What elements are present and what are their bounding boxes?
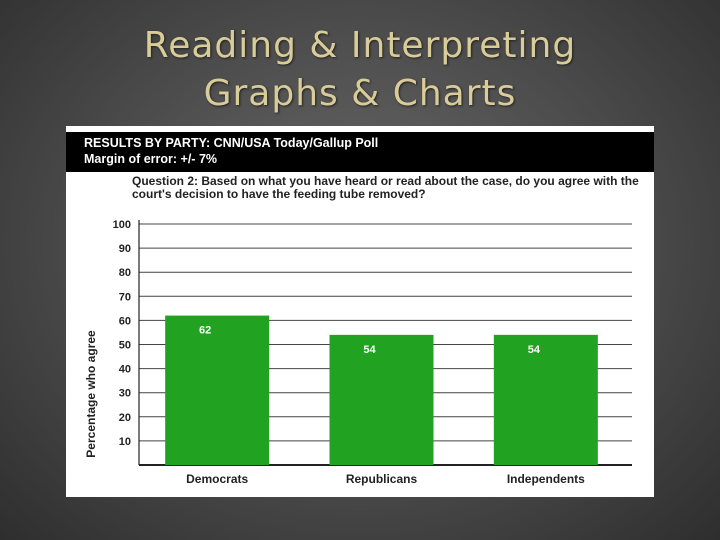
y-tick-label: 20 xyxy=(119,412,131,424)
y-tick-label: 40 xyxy=(119,364,131,376)
chart-header: RESULTS BY PARTY: CNN/USA Today/Gallup P… xyxy=(66,132,654,172)
x-category-label: Democrats xyxy=(186,472,248,486)
y-tick-label: 80 xyxy=(119,267,131,279)
bar xyxy=(493,334,598,465)
y-tick-label: 50 xyxy=(119,340,131,352)
y-tick-label: 100 xyxy=(113,219,131,231)
bar-data-label: 54 xyxy=(528,344,541,356)
bar xyxy=(165,315,270,465)
x-category-label: Independents xyxy=(507,472,585,486)
slide-title-line-2: Graphs & Charts xyxy=(203,73,517,114)
question-text: Question 2: Based on what you have heard… xyxy=(132,174,639,201)
chart-subtitle: Margin of error: +/- 7% xyxy=(84,152,218,166)
bar xyxy=(329,334,434,465)
slide-title-line-1: Reading & Interpreting xyxy=(143,25,577,66)
bar-data-label: 62 xyxy=(199,325,211,337)
y-tick-label: 10 xyxy=(119,436,131,448)
y-tick-label: 70 xyxy=(119,291,131,303)
x-category-label: Republicans xyxy=(346,472,418,486)
y-tick-label: 60 xyxy=(119,315,131,327)
chart-card: RESULTS BY PARTY: CNN/USA Today/Gallup P… xyxy=(66,126,654,497)
slide-title: Reading & Interpreting Graphs & Charts xyxy=(0,22,720,118)
y-tick-label: 30 xyxy=(119,388,131,400)
chart-title: RESULTS BY PARTY: CNN/USA Today/Gallup P… xyxy=(84,136,379,150)
y-tick-label: 90 xyxy=(119,243,131,255)
bar-chart-plot: 10 20 30 40 50 60 70 80 90 100 62 Democrats 54 Republ… xyxy=(113,219,632,486)
bar-data-label: 54 xyxy=(363,344,376,356)
